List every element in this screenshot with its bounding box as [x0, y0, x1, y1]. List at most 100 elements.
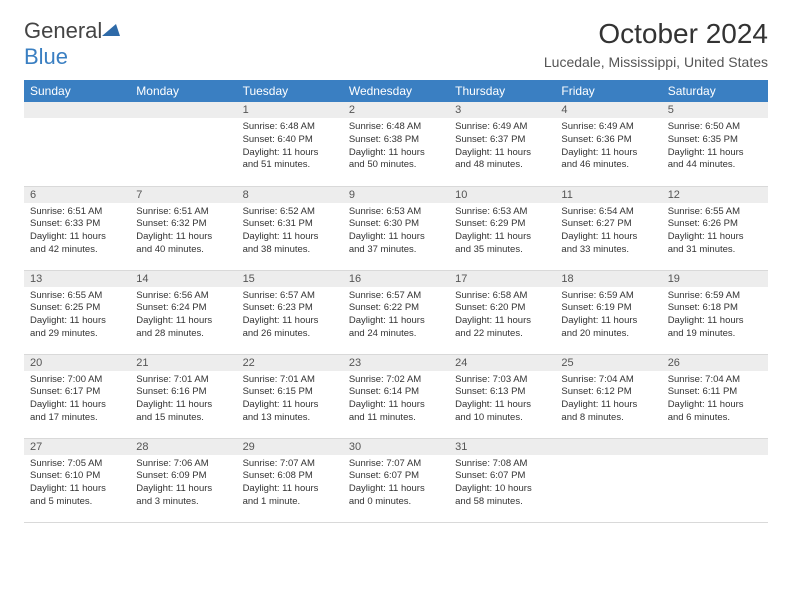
weekday-header: Sunday	[24, 80, 130, 102]
day-cell: 10Sunrise: 6:53 AMSunset: 6:29 PMDayligh…	[449, 186, 555, 270]
day-number: 9	[343, 187, 449, 203]
daylight-text: Daylight: 11 hours and 28 minutes.	[136, 315, 230, 341]
sunrise-text: Sunrise: 6:52 AM	[243, 206, 337, 219]
day-cell: 23Sunrise: 7:02 AMSunset: 6:14 PMDayligh…	[343, 354, 449, 438]
daylight-text: Daylight: 11 hours and 15 minutes.	[136, 399, 230, 425]
week-row: 6Sunrise: 6:51 AMSunset: 6:33 PMDaylight…	[24, 186, 768, 270]
sunset-text: Sunset: 6:19 PM	[561, 302, 655, 315]
day-body: Sunrise: 7:02 AMSunset: 6:14 PMDaylight:…	[343, 371, 449, 428]
day-body: Sunrise: 6:53 AMSunset: 6:30 PMDaylight:…	[343, 203, 449, 260]
sunrise-text: Sunrise: 7:07 AM	[243, 458, 337, 471]
sunset-text: Sunset: 6:07 PM	[455, 470, 549, 483]
day-number: 21	[130, 355, 236, 371]
weekday-header: Thursday	[449, 80, 555, 102]
sunrise-text: Sunrise: 6:49 AM	[455, 121, 549, 134]
daylight-text: Daylight: 11 hours and 20 minutes.	[561, 315, 655, 341]
daylight-text: Daylight: 11 hours and 24 minutes.	[349, 315, 443, 341]
day-number: 24	[449, 355, 555, 371]
sunrise-text: Sunrise: 6:48 AM	[349, 121, 443, 134]
sunset-text: Sunset: 6:22 PM	[349, 302, 443, 315]
day-body: Sunrise: 6:49 AMSunset: 6:36 PMDaylight:…	[555, 118, 661, 175]
week-row: 20Sunrise: 7:00 AMSunset: 6:17 PMDayligh…	[24, 354, 768, 438]
page: GeneralBlue October 2024 Lucedale, Missi…	[0, 0, 792, 541]
daylight-text: Daylight: 11 hours and 13 minutes.	[243, 399, 337, 425]
sunrise-text: Sunrise: 6:49 AM	[561, 121, 655, 134]
day-cell: 26Sunrise: 7:04 AMSunset: 6:11 PMDayligh…	[662, 354, 768, 438]
day-cell: 30Sunrise: 7:07 AMSunset: 6:07 PMDayligh…	[343, 438, 449, 522]
day-body: Sunrise: 7:04 AMSunset: 6:11 PMDaylight:…	[662, 371, 768, 428]
daylight-text: Daylight: 11 hours and 35 minutes.	[455, 231, 549, 257]
day-number: 4	[555, 102, 661, 118]
daylight-text: Daylight: 11 hours and 0 minutes.	[349, 483, 443, 509]
day-body: Sunrise: 6:56 AMSunset: 6:24 PMDaylight:…	[130, 287, 236, 344]
sunrise-text: Sunrise: 7:05 AM	[30, 458, 124, 471]
day-body: Sunrise: 7:08 AMSunset: 6:07 PMDaylight:…	[449, 455, 555, 512]
day-cell: 17Sunrise: 6:58 AMSunset: 6:20 PMDayligh…	[449, 270, 555, 354]
sunset-text: Sunset: 6:37 PM	[455, 134, 549, 147]
sunset-text: Sunset: 6:24 PM	[136, 302, 230, 315]
sunset-text: Sunset: 6:15 PM	[243, 386, 337, 399]
sunrise-text: Sunrise: 7:03 AM	[455, 374, 549, 387]
day-cell: 12Sunrise: 6:55 AMSunset: 6:26 PMDayligh…	[662, 186, 768, 270]
day-number: 20	[24, 355, 130, 371]
sunset-text: Sunset: 6:29 PM	[455, 218, 549, 231]
day-number: 19	[662, 271, 768, 287]
sunrise-text: Sunrise: 6:51 AM	[30, 206, 124, 219]
daylight-text: Daylight: 11 hours and 11 minutes.	[349, 399, 443, 425]
day-number: 8	[237, 187, 343, 203]
sunset-text: Sunset: 6:17 PM	[30, 386, 124, 399]
day-number: 12	[662, 187, 768, 203]
daylight-text: Daylight: 11 hours and 3 minutes.	[136, 483, 230, 509]
sunset-text: Sunset: 6:35 PM	[668, 134, 762, 147]
weekday-header: Wednesday	[343, 80, 449, 102]
day-body: Sunrise: 7:01 AMSunset: 6:15 PMDaylight:…	[237, 371, 343, 428]
sunset-text: Sunset: 6:27 PM	[561, 218, 655, 231]
day-cell: 24Sunrise: 7:03 AMSunset: 6:13 PMDayligh…	[449, 354, 555, 438]
day-cell: 2Sunrise: 6:48 AMSunset: 6:38 PMDaylight…	[343, 102, 449, 186]
sunset-text: Sunset: 6:14 PM	[349, 386, 443, 399]
day-cell: 13Sunrise: 6:55 AMSunset: 6:25 PMDayligh…	[24, 270, 130, 354]
daylight-text: Daylight: 11 hours and 40 minutes.	[136, 231, 230, 257]
daylight-text: Daylight: 10 hours and 58 minutes.	[455, 483, 549, 509]
daylight-text: Daylight: 11 hours and 46 minutes.	[561, 147, 655, 173]
daylight-text: Daylight: 11 hours and 1 minute.	[243, 483, 337, 509]
day-number: 28	[130, 439, 236, 455]
sunrise-text: Sunrise: 6:54 AM	[561, 206, 655, 219]
weekday-header: Friday	[555, 80, 661, 102]
sunset-text: Sunset: 6:32 PM	[136, 218, 230, 231]
day-number: 7	[130, 187, 236, 203]
daylight-text: Daylight: 11 hours and 17 minutes.	[30, 399, 124, 425]
day-cell: 14Sunrise: 6:56 AMSunset: 6:24 PMDayligh…	[130, 270, 236, 354]
day-cell: 19Sunrise: 6:59 AMSunset: 6:18 PMDayligh…	[662, 270, 768, 354]
logo-text-1: General	[24, 18, 102, 43]
day-cell: 20Sunrise: 7:00 AMSunset: 6:17 PMDayligh…	[24, 354, 130, 438]
day-cell	[24, 102, 130, 186]
header: GeneralBlue October 2024 Lucedale, Missi…	[24, 18, 768, 70]
day-number: 22	[237, 355, 343, 371]
sunrise-text: Sunrise: 6:58 AM	[455, 290, 549, 303]
day-cell: 29Sunrise: 7:07 AMSunset: 6:08 PMDayligh…	[237, 438, 343, 522]
day-number: 17	[449, 271, 555, 287]
daylight-text: Daylight: 11 hours and 22 minutes.	[455, 315, 549, 341]
sunset-text: Sunset: 6:13 PM	[455, 386, 549, 399]
sunset-text: Sunset: 6:09 PM	[136, 470, 230, 483]
day-cell: 22Sunrise: 7:01 AMSunset: 6:15 PMDayligh…	[237, 354, 343, 438]
logo-text-2: Blue	[24, 44, 68, 69]
day-cell: 16Sunrise: 6:57 AMSunset: 6:22 PMDayligh…	[343, 270, 449, 354]
day-number: 26	[662, 355, 768, 371]
sunset-text: Sunset: 6:30 PM	[349, 218, 443, 231]
day-cell: 15Sunrise: 6:57 AMSunset: 6:23 PMDayligh…	[237, 270, 343, 354]
sunrise-text: Sunrise: 6:48 AM	[243, 121, 337, 134]
day-body: Sunrise: 6:59 AMSunset: 6:18 PMDaylight:…	[662, 287, 768, 344]
week-row: 27Sunrise: 7:05 AMSunset: 6:10 PMDayligh…	[24, 438, 768, 522]
day-cell	[662, 438, 768, 522]
day-body: Sunrise: 6:58 AMSunset: 6:20 PMDaylight:…	[449, 287, 555, 344]
week-row: 1Sunrise: 6:48 AMSunset: 6:40 PMDaylight…	[24, 102, 768, 186]
daylight-text: Daylight: 11 hours and 33 minutes.	[561, 231, 655, 257]
daylight-text: Daylight: 11 hours and 50 minutes.	[349, 147, 443, 173]
day-body: Sunrise: 7:06 AMSunset: 6:09 PMDaylight:…	[130, 455, 236, 512]
day-cell: 4Sunrise: 6:49 AMSunset: 6:36 PMDaylight…	[555, 102, 661, 186]
weekday-header: Monday	[130, 80, 236, 102]
daylight-text: Daylight: 11 hours and 19 minutes.	[668, 315, 762, 341]
sunset-text: Sunset: 6:20 PM	[455, 302, 549, 315]
